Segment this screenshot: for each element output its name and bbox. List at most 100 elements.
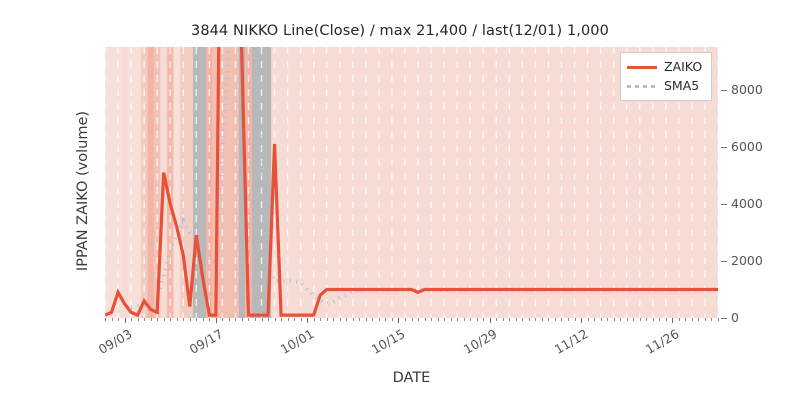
x-tick-minor bbox=[404, 318, 406, 321]
x-tick-minor bbox=[385, 318, 387, 321]
x-tick-minor bbox=[183, 318, 185, 321]
x-tick-minor bbox=[476, 318, 478, 321]
x-tick-minor bbox=[711, 318, 713, 321]
x-tick-minor bbox=[600, 318, 602, 321]
legend-label-zaiko: ZAIKO bbox=[664, 59, 703, 74]
plot-area bbox=[105, 47, 718, 318]
x-tick-minor bbox=[105, 318, 106, 321]
x-tick-minor bbox=[189, 318, 191, 321]
legend-item-zaiko[interactable]: ZAIKO bbox=[627, 57, 705, 76]
x-tick-label: 10/15 bbox=[369, 326, 408, 358]
x-tick-minor bbox=[248, 318, 250, 321]
x-tick-minor bbox=[196, 318, 198, 321]
x-tick-minor bbox=[333, 318, 335, 321]
x-tick-major bbox=[672, 318, 674, 323]
x-tick-major bbox=[489, 318, 491, 323]
x-tick-minor bbox=[457, 318, 459, 321]
x-tick-minor bbox=[372, 318, 374, 321]
chart-legend[interactable]: ZAIKO SMA5 bbox=[620, 52, 712, 101]
x-tick-minor bbox=[378, 318, 380, 321]
x-tick-minor bbox=[496, 318, 498, 321]
x-tick-minor bbox=[587, 318, 589, 321]
x-tick-minor bbox=[685, 318, 687, 321]
x-tick-major bbox=[124, 318, 126, 323]
x-tick-minor bbox=[228, 318, 230, 321]
x-tick-minor bbox=[470, 318, 472, 321]
x-tick-minor bbox=[163, 318, 165, 321]
x-tick-minor bbox=[463, 318, 465, 321]
x-tick-minor bbox=[528, 318, 530, 321]
x-tick-major bbox=[398, 318, 400, 323]
x-tick-minor bbox=[607, 318, 609, 321]
x-tick-minor bbox=[691, 318, 693, 321]
x-tick-minor bbox=[678, 318, 680, 321]
x-tick-minor bbox=[698, 318, 700, 321]
x-tick-minor bbox=[633, 318, 635, 321]
plot-svg bbox=[105, 47, 718, 318]
x-tick-minor bbox=[326, 318, 328, 321]
x-tick-minor bbox=[613, 318, 615, 321]
y-tick-label: 2000 bbox=[731, 252, 763, 268]
legend-label-sma5: SMA5 bbox=[664, 78, 700, 93]
x-tick-minor bbox=[170, 318, 172, 321]
x-tick-minor bbox=[157, 318, 159, 321]
x-tick-minor bbox=[424, 318, 426, 321]
y-tick-mark bbox=[721, 146, 727, 148]
x-tick-minor bbox=[268, 318, 270, 321]
y-tick-label: 6000 bbox=[731, 138, 763, 154]
x-axis-label: DATE bbox=[392, 370, 431, 386]
y-tick-mark bbox=[721, 89, 727, 91]
x-tick-minor bbox=[359, 318, 361, 321]
x-tick-minor bbox=[411, 318, 413, 321]
x-tick-minor bbox=[261, 318, 263, 321]
x-tick-minor bbox=[626, 318, 628, 321]
x-tick-minor bbox=[274, 318, 276, 321]
x-tick-minor bbox=[176, 318, 178, 321]
x-tick-minor bbox=[346, 318, 348, 321]
y-tick-label: 4000 bbox=[731, 195, 763, 211]
x-tick-major bbox=[215, 318, 217, 323]
x-tick-minor bbox=[704, 318, 706, 321]
x-tick-minor bbox=[235, 318, 237, 321]
x-tick-label: 10/01 bbox=[277, 326, 317, 358]
x-tick-minor bbox=[444, 318, 446, 321]
x-tick-minor bbox=[568, 318, 569, 321]
x-tick-minor bbox=[339, 318, 341, 321]
x-tick-label: 09/03 bbox=[95, 326, 135, 358]
x-tick-minor bbox=[294, 318, 296, 321]
x-tick-minor bbox=[391, 318, 393, 321]
x-tick-minor bbox=[509, 318, 511, 321]
legend-swatch-sma5 bbox=[627, 80, 657, 92]
x-tick-minor bbox=[365, 318, 367, 321]
x-tick-label: 09/17 bbox=[186, 326, 226, 358]
x-tick-minor bbox=[639, 318, 641, 321]
y-tick-mark bbox=[721, 203, 727, 205]
x-tick-minor bbox=[131, 318, 133, 321]
x-tick-minor bbox=[118, 318, 120, 321]
x-tick-minor bbox=[535, 318, 537, 321]
x-tick-minor bbox=[541, 318, 543, 321]
x-tick-minor bbox=[352, 318, 354, 321]
x-tick-minor bbox=[418, 318, 420, 321]
x-tick-minor bbox=[111, 318, 113, 321]
x-tick-minor bbox=[144, 318, 146, 321]
x-tick-minor bbox=[548, 318, 550, 321]
x-tick-minor bbox=[561, 318, 563, 321]
x-tick-minor bbox=[718, 318, 719, 321]
x-tick-minor bbox=[254, 318, 256, 321]
x-tick-minor bbox=[502, 318, 504, 321]
legend-item-sma5[interactable]: SMA5 bbox=[627, 76, 705, 95]
x-tick-minor bbox=[287, 318, 289, 321]
x-tick-minor bbox=[515, 318, 517, 321]
x-tick-minor bbox=[437, 318, 439, 321]
legend-swatch-zaiko bbox=[627, 61, 657, 73]
x-tick-minor bbox=[554, 318, 556, 321]
x-tick-minor bbox=[522, 318, 524, 321]
x-tick-minor bbox=[665, 318, 667, 321]
x-tick-minor bbox=[659, 318, 661, 321]
x-tick-minor bbox=[300, 318, 302, 321]
x-tick-minor bbox=[209, 318, 211, 321]
x-tick-minor bbox=[222, 318, 224, 321]
y-tick-mark bbox=[721, 318, 727, 319]
x-tick-minor bbox=[620, 318, 622, 321]
